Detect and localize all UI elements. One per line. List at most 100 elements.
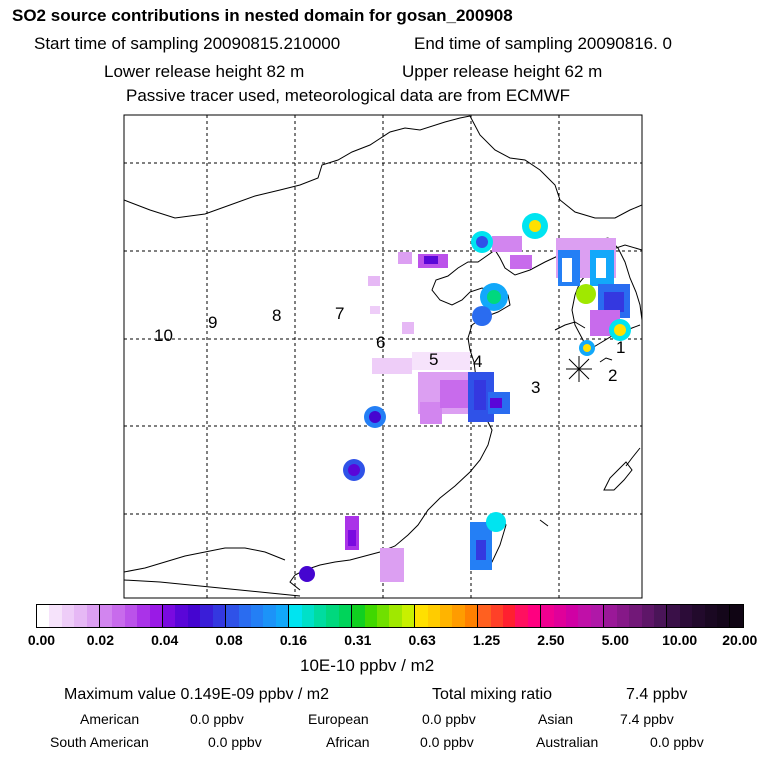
colorbar-segment xyxy=(401,605,415,627)
colorbar-segment xyxy=(578,605,591,627)
colorbar-tick-label: 0.63 xyxy=(408,632,436,648)
colorbar-segment xyxy=(61,605,75,627)
colorbar-segment xyxy=(376,605,390,627)
colorbar-segment xyxy=(427,605,440,627)
colorbar-segment xyxy=(704,605,717,627)
colorbar-segment xyxy=(225,605,239,627)
colorbar-segment xyxy=(603,605,617,627)
american-value: 0.0 ppbv xyxy=(190,711,244,727)
colorbar-tick-label: 10.00 xyxy=(662,632,698,648)
colorbar-segment xyxy=(175,605,188,627)
asian-label: Asian xyxy=(538,711,574,727)
colorbar-segment xyxy=(162,605,176,627)
trajectory-label: 8 xyxy=(272,306,281,325)
colorbar-segment xyxy=(729,605,743,627)
colorbar-segment xyxy=(641,605,654,627)
upper-release-label: Upper release height 62 m xyxy=(402,62,603,81)
colorbar-segment xyxy=(389,605,402,627)
grid-lines xyxy=(124,115,642,598)
colorbar-tick-label: 5.00 xyxy=(601,632,629,648)
colorbar-segment xyxy=(200,605,213,627)
colorbar-segment xyxy=(653,605,667,627)
european-label: European xyxy=(308,711,369,727)
colorbar-segment xyxy=(187,605,201,627)
start-time-label: Start time of sampling 20090815.210000 xyxy=(34,34,341,53)
colorbar-segment xyxy=(540,605,554,627)
colorbar-units: 10E-10 ppbv / m2 xyxy=(300,656,435,675)
colorbar-segment xyxy=(414,605,428,627)
colorbar-segment xyxy=(212,605,226,627)
colorbar-segment xyxy=(74,605,87,627)
colorbar-segment xyxy=(313,605,327,627)
australian-value: 0.0 ppbv xyxy=(650,734,704,750)
colorbar-segment xyxy=(452,605,465,627)
colorbar-tick-label: 1.25 xyxy=(472,632,501,648)
colorbar-tick-label: 0.02 xyxy=(86,632,114,648)
colorbar-segment xyxy=(49,605,62,627)
colorbar-segment xyxy=(124,605,138,627)
colorbar-segment xyxy=(440,605,453,627)
european-value: 0.0 ppbv xyxy=(422,711,476,727)
colorbar-segment xyxy=(99,605,113,627)
south-american-value: 0.0 ppbv xyxy=(208,734,262,750)
colorbar-segment xyxy=(301,605,314,627)
african-value: 0.0 ppbv xyxy=(420,734,474,750)
south-american-label: South American xyxy=(50,734,149,750)
colorbar-segment xyxy=(566,605,579,627)
total-mixing-value: 7.4 ppbv xyxy=(626,686,688,703)
colorbar-segment xyxy=(464,605,478,627)
lower-release-label: Lower release height 82 m xyxy=(104,62,305,81)
african-label: African xyxy=(326,734,370,750)
colorbar-segment xyxy=(351,605,365,627)
australian-label: Australian xyxy=(536,734,599,750)
colorbar-tick-label: 20.00 xyxy=(722,632,758,648)
american-label: American xyxy=(80,711,140,727)
colorbar-segment xyxy=(692,605,705,627)
trajectory-label: 9 xyxy=(208,313,217,332)
info-line: Passive tracer used, meteorological data… xyxy=(126,86,571,105)
colorbar-segment xyxy=(364,605,377,627)
chart-title: SO2 source contributions in nested domai… xyxy=(12,6,513,25)
receptor-star-icon xyxy=(566,356,592,382)
colorbar-tick-label: 0.00 xyxy=(27,632,56,648)
colorbar-segment xyxy=(679,605,693,627)
trajectory-label: 2 xyxy=(608,366,617,385)
trajectory-label: 4 xyxy=(473,352,482,371)
colorbar xyxy=(36,604,744,628)
colorbar-segment xyxy=(263,605,276,627)
asian-value: 7.4 ppbv xyxy=(620,711,674,727)
coastline-lines xyxy=(124,115,642,597)
colorbar-segment xyxy=(477,605,491,627)
colorbar-segment xyxy=(490,605,504,627)
colorbar-segment xyxy=(112,605,125,627)
map-border xyxy=(123,114,643,599)
colorbar-tick-label: 2.50 xyxy=(537,632,565,648)
colorbar-segment xyxy=(527,605,541,627)
trajectory-label: 3 xyxy=(531,378,540,397)
colorbar-segment xyxy=(149,605,163,627)
colorbar-segment xyxy=(250,605,264,627)
end-time-label: End time of sampling 20090816. 0 xyxy=(414,34,673,53)
colorbar-segment xyxy=(503,605,516,627)
colorbar-segment xyxy=(275,605,289,627)
colorbar-segment xyxy=(288,605,302,627)
trajectory-label: 5 xyxy=(429,350,438,369)
colorbar-segment xyxy=(37,605,50,627)
colorbar-segment xyxy=(515,605,528,627)
colorbar-tick-label: 0.31 xyxy=(344,632,372,648)
colorbar-tick-label: 0.04 xyxy=(151,632,179,648)
colorbar-segment xyxy=(338,605,352,627)
colorbar-segment xyxy=(86,605,100,627)
colorbar-segment xyxy=(553,605,567,627)
total-mixing-label: Total mixing ratio xyxy=(432,686,553,703)
colorbar-segment xyxy=(326,605,339,627)
trajectory-label: 10 xyxy=(154,326,173,345)
colorbar-tick-label: 0.08 xyxy=(215,632,243,648)
colorbar-tick-label: 0.16 xyxy=(279,632,308,648)
colorbar-segment xyxy=(616,605,630,627)
colorbar-segment xyxy=(590,605,604,627)
trajectory-label: 7 xyxy=(335,304,344,323)
colorbar-segment xyxy=(238,605,251,627)
colorbar-segment xyxy=(716,605,730,627)
